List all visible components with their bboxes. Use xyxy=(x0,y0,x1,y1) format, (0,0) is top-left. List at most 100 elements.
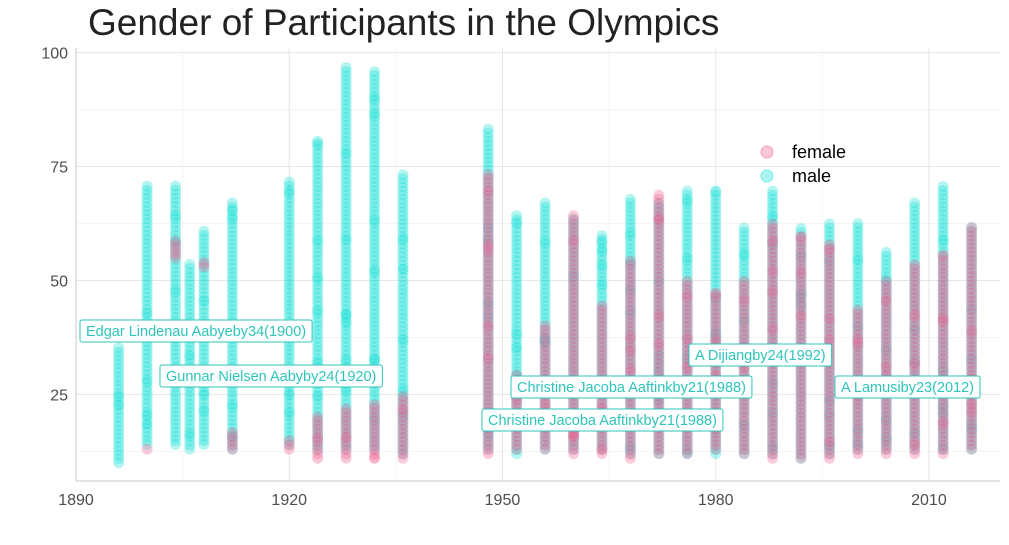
data-point xyxy=(369,353,381,365)
data-point xyxy=(653,341,665,353)
annotation-text: Christine Jacoba Aaftinkby21(1988) xyxy=(488,413,717,429)
data-point xyxy=(909,410,921,422)
data-point xyxy=(823,267,835,279)
data-point xyxy=(539,226,551,238)
data-point xyxy=(596,283,608,295)
data-point xyxy=(568,320,580,332)
data-point xyxy=(653,439,665,451)
data-point xyxy=(482,123,494,135)
data-point xyxy=(340,94,352,106)
data-point xyxy=(312,341,324,353)
data-point xyxy=(596,443,608,455)
annotation-label: A Dijiangby24(1992) xyxy=(688,343,833,367)
data-point xyxy=(966,226,978,238)
data-point xyxy=(653,275,665,287)
data-point xyxy=(369,316,381,328)
data-point xyxy=(482,435,494,447)
data-point xyxy=(340,140,352,152)
data-point xyxy=(511,251,523,263)
data-point xyxy=(312,222,324,234)
data-point xyxy=(795,296,807,308)
data-point xyxy=(283,186,295,198)
data-point xyxy=(340,107,352,119)
data-point xyxy=(397,378,409,390)
annotation-text: Gunnar Nielsen Aabyby24(1920) xyxy=(166,369,376,385)
data-point xyxy=(170,235,182,247)
data-point xyxy=(184,402,196,414)
data-point xyxy=(624,226,636,238)
data-point xyxy=(596,238,608,250)
data-point xyxy=(397,403,409,415)
data-point xyxy=(226,398,238,410)
data-point xyxy=(795,235,807,247)
data-point xyxy=(340,402,352,414)
data-point xyxy=(226,390,238,402)
data-point xyxy=(568,283,580,295)
data-point xyxy=(113,440,125,452)
data-point xyxy=(226,427,238,439)
data-point xyxy=(198,229,210,241)
data-point xyxy=(482,209,494,221)
data-point xyxy=(966,419,978,431)
data-point xyxy=(539,300,551,312)
data-point xyxy=(141,377,153,389)
data-point xyxy=(511,439,523,451)
data-point xyxy=(369,423,381,435)
data-point xyxy=(369,82,381,94)
data-point xyxy=(880,361,892,373)
data-point xyxy=(852,295,864,307)
data-point xyxy=(767,308,779,320)
data-point xyxy=(482,259,494,271)
data-point xyxy=(340,312,352,324)
data-point xyxy=(795,382,807,394)
data-point xyxy=(511,349,523,361)
data-point xyxy=(681,193,693,205)
data-point xyxy=(397,329,409,341)
data-point xyxy=(312,444,324,456)
data-point xyxy=(880,267,892,279)
data-point xyxy=(184,295,196,307)
data-point xyxy=(482,390,494,402)
data-point xyxy=(624,255,636,267)
data-point xyxy=(482,160,494,172)
data-point xyxy=(511,247,523,259)
data-point xyxy=(568,254,580,266)
data-point xyxy=(312,250,324,262)
data-point xyxy=(482,308,494,320)
data-point xyxy=(113,432,125,444)
data-point xyxy=(710,214,722,226)
data-point xyxy=(710,279,722,291)
data-point xyxy=(681,308,693,320)
data-point xyxy=(624,222,636,234)
data-point xyxy=(482,292,494,304)
data-point xyxy=(909,271,921,283)
data-point xyxy=(795,428,807,440)
data-point xyxy=(852,361,864,373)
data-point xyxy=(539,201,551,213)
data-point xyxy=(596,320,608,332)
data-point xyxy=(113,354,125,366)
data-point xyxy=(710,234,722,246)
data-point xyxy=(767,312,779,324)
data-point xyxy=(397,284,409,296)
data-point xyxy=(141,201,153,213)
data-point xyxy=(852,431,864,443)
data-point xyxy=(312,267,324,279)
data-point xyxy=(283,274,295,286)
data-point xyxy=(283,258,295,270)
data-point xyxy=(482,332,494,344)
data-point xyxy=(539,332,551,344)
data-point xyxy=(937,345,949,357)
data-point xyxy=(312,402,324,414)
data-point xyxy=(795,290,807,302)
data-point xyxy=(795,415,807,427)
data-point xyxy=(283,385,295,397)
data-point xyxy=(369,127,381,139)
data-point xyxy=(482,135,494,147)
data-point xyxy=(823,394,835,406)
data-point xyxy=(141,340,153,352)
data-point xyxy=(198,439,210,451)
data-point xyxy=(624,345,636,357)
data-point xyxy=(681,185,693,197)
data-point xyxy=(170,270,182,282)
